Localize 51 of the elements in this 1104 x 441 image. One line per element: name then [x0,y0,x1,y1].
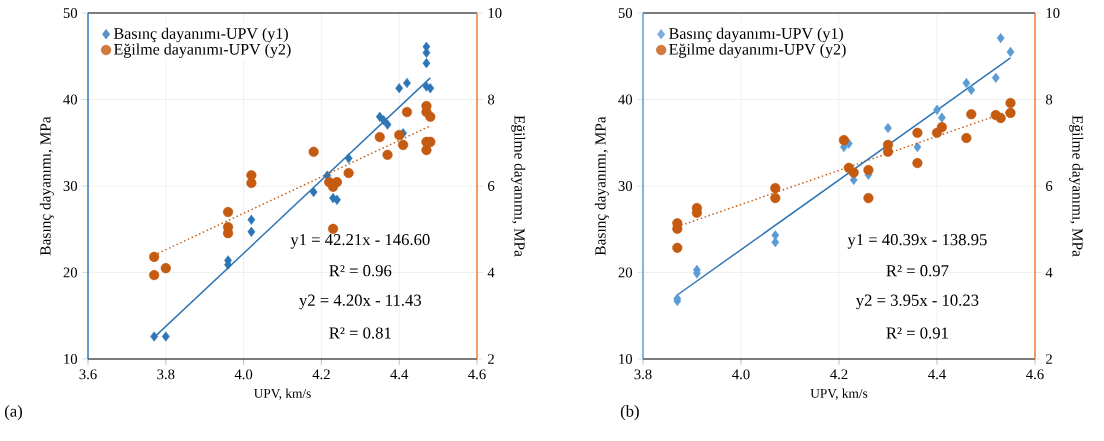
y-axis-title: Basınç dayanımı, MPa [594,116,609,256]
y-tick-label: 10 [619,354,633,364]
y2-tick-label: 6 [1046,181,1053,191]
y2-tick-label: 8 [1045,94,1053,105]
x-tick-label: 4.2 [312,369,330,380]
y2-tick-label: 4 [487,267,495,278]
y-tick-label: 20 [63,267,78,278]
y-tick-label: 10 [64,354,78,364]
annotation: R² = 0.96 [329,265,392,277]
annotation: R² = 0.97 [886,265,949,277]
y-tick-label: 20 [618,267,633,278]
annotation: y2 = 3.95x - 10.23 [855,294,979,310]
y2-axis-title: Eğilme dayanımı, MPa [1069,115,1084,257]
y-tick-label: 40 [63,94,78,105]
annotation: R² = 0.91 [886,327,948,339]
x-tick-label: 4.4 [928,369,946,380]
x-tick-label: 3.6 [79,369,97,380]
legend-label: Basınç dayanımı-UPV (y1) [114,27,288,43]
text: (b) [620,405,639,421]
x-tick-label: 3.8 [157,369,175,380]
annotation: y2 = 4.20x - 11.43 [299,294,421,310]
legend-label: Basınç dayanımı-UPV (y1) [669,27,844,43]
y-tick-label: 30 [618,181,633,191]
y2-tick-label: 8 [487,94,495,105]
y2-tick-label: 2 [1046,354,1052,364]
y-axis-title: Basınç dayanımı, MPa [39,116,54,256]
x-tick-label: 4.4 [390,369,409,380]
y2-tick-label: 10 [488,8,502,18]
y-tick-label: 30 [63,181,78,191]
x-axis-title: UPV, km/s [810,388,868,400]
legend-label: Eğilme dayanımı-UPV (y2) [114,43,291,58]
y-tick-label: 50 [618,8,633,18]
x-tick-label: 4.2 [830,369,848,380]
annotation: y1 = 40.39x - 138.95 [847,234,987,249]
annotation: y1 = 42.21x - 146.60 [290,234,430,249]
y2-tick-label: 10 [1046,8,1060,18]
x-tick-label: 4.0 [732,369,750,380]
x-tick-label: 3.8 [634,369,652,380]
annotation: R² = 0.81 [329,327,391,339]
y-tick-label: 40 [618,94,633,105]
x-tick-label: 4.0 [234,369,253,380]
y2-tick-label: 6 [488,181,495,191]
y2-tick-label: 2 [488,354,494,364]
y2-axis-title: Eğilme dayanımı, MPa [511,115,526,257]
x-tick-label: 4.6 [1026,369,1044,380]
x-tick-label: 4.6 [468,369,486,380]
y-tick-label: 50 [63,8,78,18]
y2-tick-label: 4 [1045,267,1053,278]
legend-label: Eğilme dayanımı-UPV (y2) [669,43,846,58]
text: (a) [4,405,23,421]
x-axis-title: UPV, km/s [254,388,311,400]
